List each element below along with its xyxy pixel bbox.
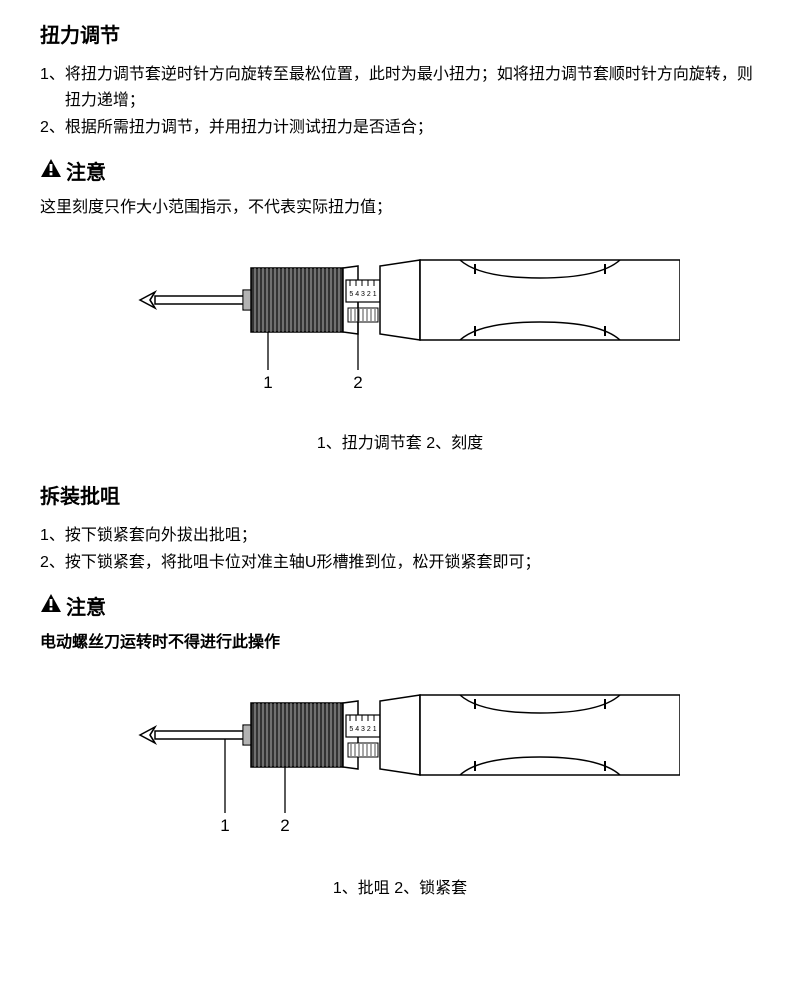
svg-text:5 4 3 2 1: 5 4 3 2 1 bbox=[349, 726, 376, 733]
figure2-caption: 1、批咀 2、锁紧套 bbox=[40, 876, 760, 902]
notice-row: 注意 bbox=[40, 592, 760, 624]
section1-list: 1、 将扭力调节套逆时针方向旋转至最松位置，此时为最小扭力；如将扭力调节套顺时针… bbox=[40, 62, 760, 141]
list-num: 2、 bbox=[40, 550, 65, 576]
list-num: 1、 bbox=[40, 523, 65, 549]
figure1-caption: 1、扭力调节套 2、刻度 bbox=[40, 431, 760, 457]
list-num: 2、 bbox=[40, 115, 65, 141]
list-item: 1、 将扭力调节套逆时针方向旋转至最松位置，此时为最小扭力；如将扭力调节套顺时针… bbox=[40, 62, 760, 113]
figure1: 5 4 3 2 1 bbox=[40, 250, 760, 419]
section2-title: 拆装批咀 bbox=[40, 481, 760, 513]
notice-title: 注意 bbox=[66, 157, 106, 189]
fig1-callout2: 2 bbox=[353, 373, 362, 392]
notice-text: 这里刻度只作大小范围指示，不代表实际扭力值； bbox=[40, 195, 760, 221]
notice-bold: 电动螺丝刀运转时不得进行此操作 bbox=[40, 630, 760, 656]
section2-list: 1、 按下锁紧套向外拔出批咀； 2、 按下锁紧套，将批咀卡位对准主轴U形槽推到位… bbox=[40, 523, 760, 576]
notice-row: 注意 bbox=[40, 157, 760, 189]
figure1-svg: 5 4 3 2 1 bbox=[120, 250, 680, 419]
figure2-svg: 5 4 3 2 1 1 2 bbox=[120, 685, 680, 864]
fig2-callout1: 1 bbox=[220, 816, 229, 835]
warning-icon bbox=[40, 593, 62, 622]
list-item: 2、 按下锁紧套，将批咀卡位对准主轴U形槽推到位，松开锁紧套即可； bbox=[40, 550, 760, 576]
list-num: 1、 bbox=[40, 62, 65, 113]
figure2: 5 4 3 2 1 1 2 bbox=[40, 685, 760, 864]
list-item: 2、 根据所需扭力调节，并用扭力计测试扭力是否适合； bbox=[40, 115, 760, 141]
notice-title: 注意 bbox=[66, 592, 106, 624]
fig2-callout2: 2 bbox=[280, 816, 289, 835]
list-text: 按下锁紧套向外拔出批咀； bbox=[65, 523, 760, 549]
list-text: 根据所需扭力调节，并用扭力计测试扭力是否适合； bbox=[65, 115, 760, 141]
section1-title: 扭力调节 bbox=[40, 20, 760, 52]
warning-icon bbox=[40, 158, 62, 187]
list-item: 1、 按下锁紧套向外拔出批咀； bbox=[40, 523, 760, 549]
svg-text:5 4 3 2 1: 5 4 3 2 1 bbox=[349, 291, 376, 298]
list-text: 将扭力调节套逆时针方向旋转至最松位置，此时为最小扭力；如将扭力调节套顺时针方向旋… bbox=[65, 62, 760, 113]
list-text: 按下锁紧套，将批咀卡位对准主轴U形槽推到位，松开锁紧套即可； bbox=[65, 550, 760, 576]
fig1-callout1: 1 bbox=[263, 373, 272, 392]
